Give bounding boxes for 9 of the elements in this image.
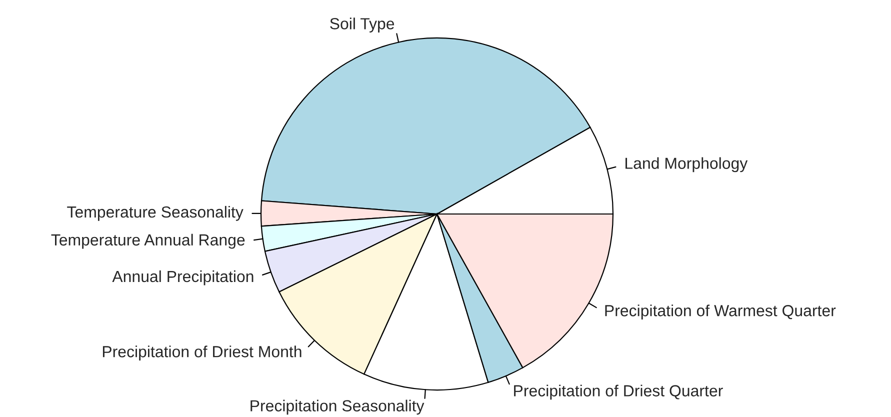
slice-label: Temperature Annual Range xyxy=(51,234,245,249)
slice-label: Precipitation of Warmest Quarter xyxy=(605,304,836,320)
slice-label: Annual Precipitation xyxy=(112,270,254,286)
slice-label: Precipitation of Driest Month xyxy=(102,346,302,360)
slice-label: Precipitation of Driest Quarter xyxy=(514,384,723,400)
slice-label: Soil Type xyxy=(330,18,394,33)
slice-label: Precipitation Seasonality xyxy=(250,400,424,415)
slice-label: Temperature Seasonality xyxy=(67,206,244,221)
slice-label: Land Morphology xyxy=(626,157,748,172)
